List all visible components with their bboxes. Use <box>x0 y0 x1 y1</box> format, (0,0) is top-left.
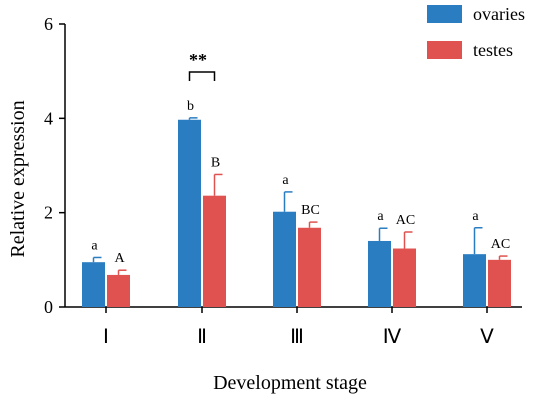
legend-swatch-ovaries <box>427 5 462 23</box>
legend-label-testes: testes <box>473 40 513 60</box>
legend: ovaries testes <box>427 4 525 60</box>
bar-ovaries <box>82 262 105 307</box>
legend-swatch-testes <box>427 41 462 59</box>
y-axis-title: Relative expression <box>7 100 29 257</box>
significance-bracket <box>188 71 216 81</box>
significance-stars: ** <box>189 50 207 70</box>
significance-letter: AC <box>396 213 415 228</box>
bar-testes <box>107 274 130 307</box>
x-tick-label: Ⅱ <box>197 326 207 348</box>
x-tick-label: Ⅴ <box>480 326 494 348</box>
significance-letter: a <box>91 238 98 253</box>
bar-ovaries <box>178 119 201 307</box>
significance-letter: B <box>211 155 220 170</box>
significance-letter: A <box>114 251 125 266</box>
significance-letter: AC <box>491 237 510 252</box>
significance-letter: b <box>187 99 194 114</box>
plot-area: 0 2 4 6 Ⅰ Ⅱ Ⅲ Ⅳ Ⅴa b a a a A B BC AC AC ** <box>44 14 522 348</box>
bar-testes <box>298 227 321 307</box>
x-tick-label: Ⅰ <box>103 326 109 348</box>
x-axis-title: Development stage <box>213 372 367 394</box>
x-tick-label: Ⅲ <box>290 326 304 348</box>
bar-ovaries <box>463 254 486 307</box>
bar-testes <box>203 195 226 307</box>
significance-letter: a <box>282 173 289 188</box>
significance-letter: a <box>472 209 479 224</box>
bar-ovaries <box>368 240 391 307</box>
significance-letter: a <box>377 209 384 224</box>
bar-ovaries <box>273 211 296 307</box>
significance-letter: BC <box>301 203 320 218</box>
y-tick-label: 0 <box>44 297 53 317</box>
y-tick-label: 4 <box>44 108 53 128</box>
y-tick-label: 2 <box>44 203 53 223</box>
bar-testes <box>393 248 416 307</box>
legend-label-ovaries: ovaries <box>473 4 525 24</box>
x-tick-label: Ⅳ <box>383 326 402 348</box>
bar-testes <box>488 259 511 307</box>
y-tick-label: 6 <box>44 14 53 34</box>
